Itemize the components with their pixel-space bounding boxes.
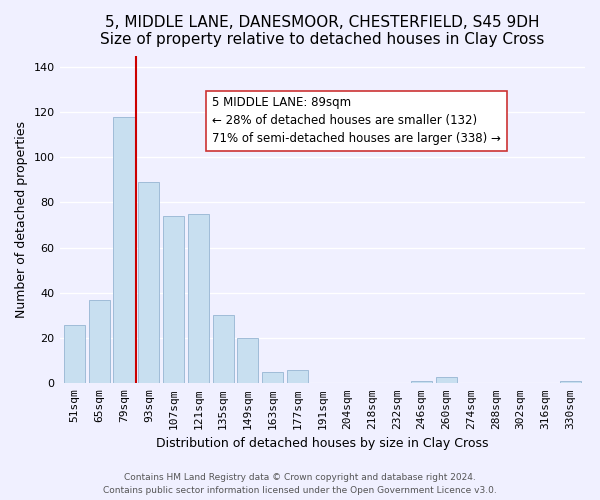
Bar [64,324,85,384]
Text: Contains HM Land Registry data © Crown copyright and database right 2024.
Contai: Contains HM Land Registry data © Crown c… [103,474,497,495]
Bar [113,116,134,384]
Bar [436,376,457,384]
Bar [89,300,110,384]
Bar [212,316,233,384]
Bar [138,182,160,384]
Y-axis label: Number of detached properties: Number of detached properties [15,121,28,318]
Bar [287,370,308,384]
Title: 5, MIDDLE LANE, DANESMOOR, CHESTERFIELD, S45 9DH
Size of property relative to de: 5, MIDDLE LANE, DANESMOOR, CHESTERFIELD,… [100,15,544,48]
Bar [163,216,184,384]
Bar [238,338,259,384]
Text: 5 MIDDLE LANE: 89sqm
← 28% of detached houses are smaller (132)
71% of semi-deta: 5 MIDDLE LANE: 89sqm ← 28% of detached h… [212,96,501,146]
Bar [560,381,581,384]
X-axis label: Distribution of detached houses by size in Clay Cross: Distribution of detached houses by size … [156,437,488,450]
Bar [262,372,283,384]
Bar [188,214,209,384]
Bar [411,381,432,384]
